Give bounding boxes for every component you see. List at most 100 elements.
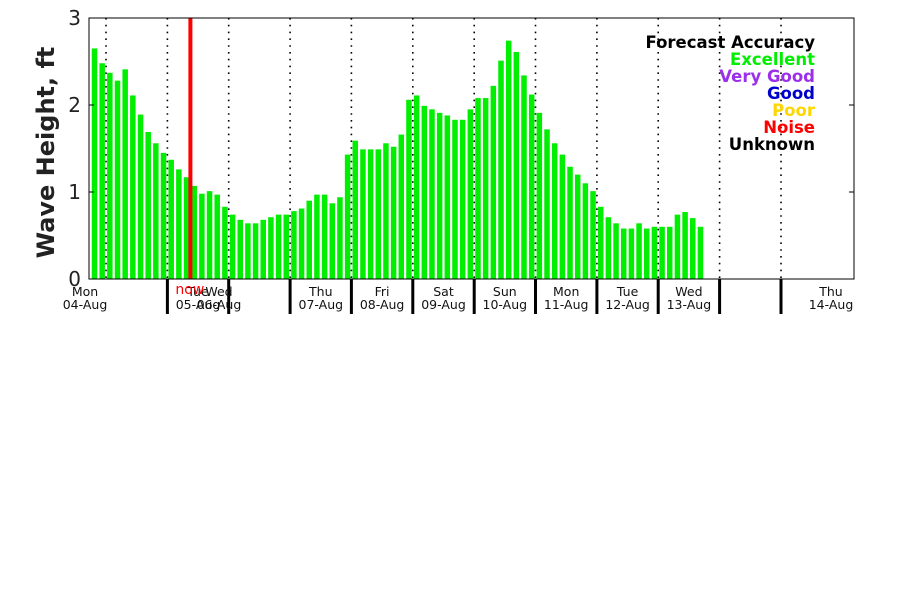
bar: [682, 212, 688, 279]
bar: [452, 119, 458, 279]
bar: [597, 206, 604, 279]
bar: [444, 115, 451, 279]
bar: [306, 200, 313, 279]
legend-item: Poor: [772, 101, 816, 120]
bar: [337, 197, 343, 279]
bar: [590, 191, 596, 279]
bar: [544, 129, 550, 279]
bar: [620, 228, 627, 279]
day-weekday-label: Tue: [186, 284, 209, 299]
bar: [352, 140, 359, 279]
day-weekday-label: Mon: [553, 284, 579, 299]
bar: [176, 169, 182, 279]
legend-title: Forecast Accuracy: [645, 33, 815, 52]
bar: [559, 154, 566, 279]
bar: [298, 208, 305, 279]
bar: [498, 60, 504, 279]
bars-layer: [91, 40, 704, 280]
bar: [283, 214, 289, 279]
bar: [475, 98, 481, 279]
bar: [398, 134, 405, 279]
bar: [222, 206, 228, 279]
bar: [429, 109, 435, 279]
day-date-label: 10-Aug: [483, 297, 528, 312]
bar: [421, 105, 428, 280]
bar: [107, 72, 113, 279]
bar: [145, 131, 151, 279]
day-date-label: 05-Aug: [176, 297, 221, 312]
day-weekday-label: Wed: [205, 284, 232, 299]
bar: [536, 112, 543, 279]
legend-item: Very Good: [719, 67, 815, 86]
bar: [191, 185, 197, 279]
day-weekday-label: Sun: [493, 284, 517, 299]
now-label: now: [175, 282, 204, 298]
bar: [574, 174, 581, 279]
day-date-label: 11-Aug: [544, 297, 589, 312]
bar: [99, 63, 105, 279]
bar: [528, 94, 535, 279]
bar: [375, 149, 382, 279]
bar: [122, 69, 128, 279]
bar: [130, 95, 136, 280]
bar: [206, 191, 213, 279]
bar: [467, 109, 474, 279]
bar: [551, 143, 558, 279]
plot-frame: [88, 17, 855, 280]
bar: [160, 152, 167, 279]
y-axis-label: Wave Height, ft: [32, 47, 60, 259]
bar: [245, 223, 251, 279]
day-date-label: 08-Aug: [360, 297, 405, 312]
bar: [659, 226, 665, 279]
bar: [367, 149, 374, 279]
day-weekday-label: Thu: [308, 284, 332, 299]
bar: [183, 177, 190, 279]
y-tick-label: 0: [68, 267, 81, 291]
bar: [505, 40, 512, 280]
bar: [168, 159, 174, 279]
bar: [651, 226, 658, 279]
bar: [291, 211, 297, 279]
day-weekday-label: Mon: [72, 284, 98, 299]
day-date-label: 13-Aug: [667, 297, 712, 312]
bar: [137, 114, 144, 279]
bar: [199, 193, 205, 279]
day-weekday-label: Fri: [375, 284, 390, 299]
bar: [582, 183, 589, 279]
bar: [667, 226, 673, 279]
bar: [674, 214, 681, 279]
bar: [268, 217, 274, 279]
bar: [237, 219, 243, 279]
day-date-label: 14-Aug: [809, 297, 854, 312]
y-tick-label: 1: [68, 180, 81, 204]
bar: [214, 194, 220, 279]
bar: [490, 85, 497, 279]
day-weekday-label: Wed: [675, 284, 702, 299]
bar: [613, 223, 619, 279]
legend-item: Noise: [763, 118, 815, 137]
day-date-label: 04-Aug: [63, 297, 108, 312]
bar: [605, 217, 612, 279]
y-tick-label: 2: [68, 93, 81, 117]
bar: [383, 143, 389, 279]
day-weekday-label: Tue: [616, 284, 639, 299]
y-tick-label: 3: [68, 6, 81, 30]
day-weekday-label: Sat: [433, 284, 454, 299]
axis-layer: 0123Mon04-AugTue05-AugWed06-AugThu07-Aug…: [63, 6, 854, 314]
bar: [321, 194, 328, 279]
bar: [513, 51, 520, 280]
bar: [436, 112, 443, 279]
bar: [413, 95, 420, 280]
bar: [390, 146, 397, 279]
bar: [690, 218, 696, 279]
bar: [260, 219, 266, 279]
day-weekday-label: Thu: [818, 284, 842, 299]
bar: [697, 226, 704, 279]
bar: [91, 48, 98, 280]
day-date-label: 09-Aug: [421, 297, 466, 312]
bar: [252, 223, 259, 279]
bar: [482, 98, 489, 279]
day-date-label: 12-Aug: [605, 297, 650, 312]
